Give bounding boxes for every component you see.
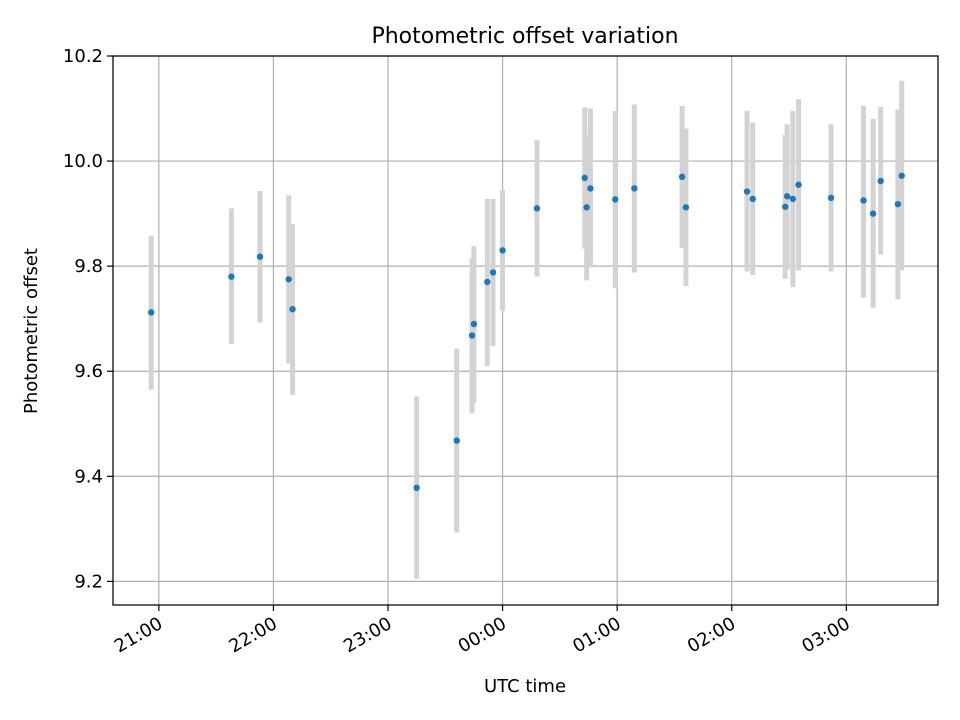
data-point [147, 309, 155, 316]
data-point [484, 278, 491, 286]
data-point [581, 174, 588, 182]
data-point [533, 205, 541, 212]
plot-frame [112, 55, 939, 606]
y-tick-label: 10.2 [63, 46, 103, 67]
data-point [743, 188, 751, 195]
data-point [499, 247, 506, 254]
data-point [827, 194, 835, 202]
data-point [869, 210, 877, 217]
data-point [256, 253, 264, 260]
data-point [898, 172, 905, 179]
data-point [489, 269, 497, 276]
y-tick-label: 9.4 [74, 466, 103, 487]
chart-title: Photometric offset variation [371, 24, 678, 49]
y-axis-label: Photometric offset [21, 248, 42, 414]
data-point [228, 273, 235, 280]
data-point [612, 196, 619, 203]
x-axis-label: UTC time [484, 676, 566, 697]
data-point [468, 332, 476, 339]
y-tick-label: 9.2 [74, 571, 103, 592]
data-point [877, 177, 884, 185]
data-point [789, 195, 797, 203]
data-point [795, 181, 802, 188]
data-point [470, 320, 478, 328]
data-point [289, 306, 296, 313]
y-tick-label: 9.6 [74, 361, 103, 382]
data-point [453, 437, 460, 444]
point-layer [147, 172, 905, 492]
data-point [682, 204, 690, 211]
data-point [860, 197, 867, 204]
data-point [749, 195, 756, 203]
data-point [782, 203, 789, 210]
y-tick-label: 10.0 [63, 151, 103, 172]
y-tick-label: 9.8 [74, 256, 103, 277]
y-axis-ticks: 9.2 9.4 9.6 9.8 10.0 10.2 [63, 46, 113, 592]
data-point [583, 204, 590, 211]
data-point [413, 484, 420, 492]
data-point [894, 200, 902, 208]
data-point [678, 173, 686, 181]
data-point [285, 276, 292, 283]
data-point [587, 185, 594, 192]
data-point [783, 193, 791, 200]
data-point [631, 185, 638, 192]
